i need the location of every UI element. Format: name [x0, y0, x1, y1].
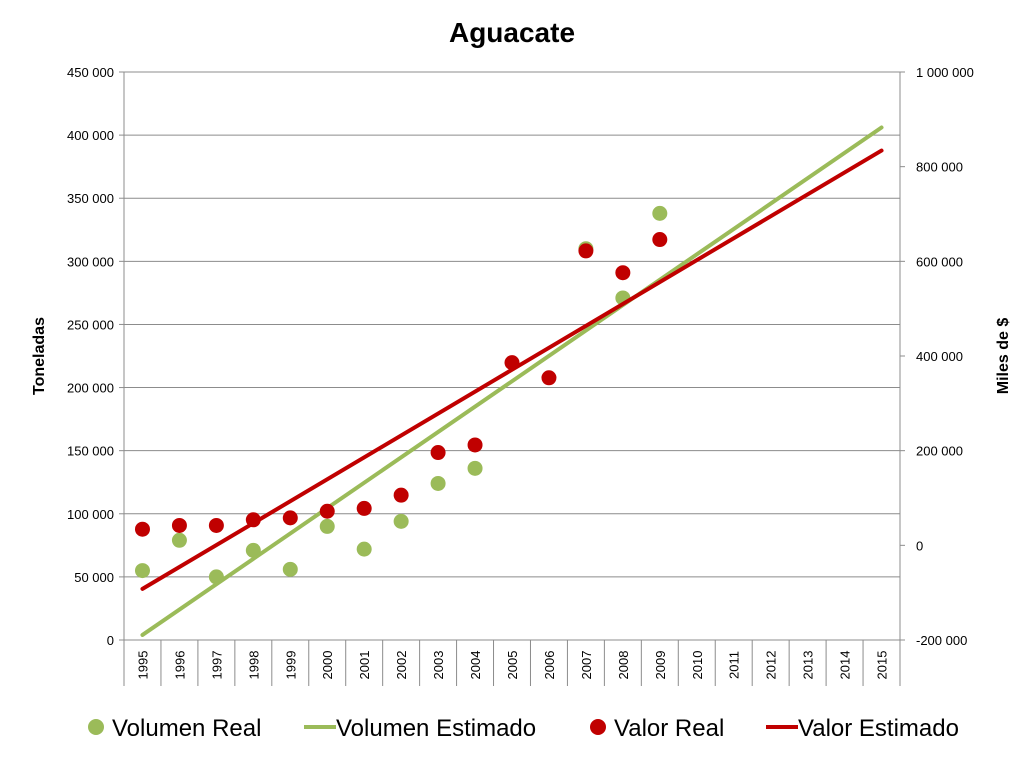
data-point [467, 437, 483, 453]
y-left-tick-label: 350 000 [67, 191, 114, 206]
series-valor-real [134, 232, 668, 537]
x-tick-label: 1997 [209, 651, 224, 680]
y-left-tick-label: 450 000 [67, 65, 114, 80]
data-point [393, 487, 409, 503]
legend-label: Volumen Real [112, 715, 261, 742]
data-point [430, 475, 446, 491]
x-tick-label: 2002 [394, 651, 409, 680]
x-tick-label: 2011 [727, 651, 742, 679]
y-right-tick-label: 800 000 [916, 160, 963, 175]
x-tick-label: 2013 [801, 651, 816, 680]
left-axis-ticks: 0 50 000 100 000 150 000 200 000 250 000 300 0… [67, 65, 124, 648]
y-right-tick-label: 0 [916, 538, 923, 553]
x-tick-label: 2005 [505, 651, 520, 680]
data-point [541, 370, 557, 386]
legend-label: Valor Real [614, 715, 724, 742]
data-point [615, 265, 631, 281]
x-tick-label: 1995 [135, 651, 150, 680]
x-tick-label: 2000 [320, 651, 335, 680]
x-tick-label: 2010 [690, 651, 705, 680]
data-point [282, 510, 298, 526]
legend-item: Volumen Estimado [304, 715, 536, 742]
data-point [171, 532, 187, 548]
data-point [578, 243, 594, 259]
data-point [430, 445, 446, 461]
y-right-tick-label: -200 000 [916, 633, 967, 648]
x-tick-label: 2004 [468, 651, 483, 680]
x-tick-label: 2008 [616, 651, 631, 680]
chart-title: Aguacate [449, 17, 575, 48]
x-tick-label: 2012 [764, 651, 779, 680]
right-axis-ticks: -200 000 0 200 000 400 000 600 000 800 000 1 0… [900, 65, 974, 648]
y-left-tick-label: 0 [107, 633, 114, 648]
x-tick-label: 2001 [357, 651, 372, 680]
x-tick-label: 2009 [653, 651, 668, 680]
data-point [356, 541, 372, 557]
data-point [134, 521, 150, 537]
y-axis-right-title: Miles de $ [995, 318, 1012, 395]
series-valor-estimado [140, 148, 884, 591]
x-tick-label: 2006 [542, 651, 557, 680]
series-volumen-estimado [140, 125, 884, 637]
x-tick-label: 2007 [579, 651, 594, 680]
series-layer [134, 125, 884, 637]
y-left-tick-label: 400 000 [67, 128, 114, 143]
y-right-tick-label: 1 000 000 [916, 65, 974, 80]
y-axis-left-title: Toneladas [31, 317, 48, 395]
legend-marker [590, 719, 606, 735]
legend-label: Valor Estimado [798, 715, 959, 742]
y-right-tick-label: 400 000 [916, 349, 963, 364]
y-left-tick-label: 50 000 [74, 570, 114, 585]
x-tick-label: 2014 [838, 651, 853, 680]
legend-item: Valor Real [590, 715, 724, 742]
trend-line [140, 148, 884, 591]
data-point [171, 517, 187, 533]
data-point [282, 561, 298, 577]
x-tick-label: 1999 [283, 651, 298, 680]
trend-line [140, 125, 884, 637]
data-point [319, 518, 335, 534]
legend: Volumen Real Volumen Estimado Valor Real Va… [88, 715, 959, 742]
y-left-tick-label: 250 000 [67, 317, 114, 332]
x-tick-label: 1998 [246, 651, 261, 680]
x-tick-label: 2015 [875, 651, 890, 680]
x-tick-label: 1996 [172, 651, 187, 680]
y-left-tick-label: 150 000 [67, 444, 114, 459]
y-left-tick-label: 200 000 [67, 381, 114, 396]
data-point [467, 460, 483, 476]
x-axis-ticks: 1995 1996 1997 1998 1999 2000 2001 2002 2003 2004… [123, 640, 901, 686]
data-point [356, 500, 372, 516]
data-point [393, 513, 409, 529]
y-left-tick-label: 300 000 [67, 254, 114, 269]
data-point [319, 503, 335, 519]
data-point [134, 563, 150, 579]
y-right-tick-label: 600 000 [916, 254, 963, 269]
legend-item: Volumen Real [88, 715, 261, 742]
legend-label: Volumen Estimado [336, 715, 536, 742]
x-tick-label: 2003 [431, 651, 446, 680]
data-point [652, 205, 668, 221]
data-point [208, 517, 224, 533]
data-point [652, 232, 668, 248]
y-left-tick-label: 100 000 [67, 507, 114, 522]
y-right-tick-label: 200 000 [916, 444, 963, 459]
legend-marker [88, 719, 104, 735]
legend-item: Valor Estimado [766, 715, 959, 742]
